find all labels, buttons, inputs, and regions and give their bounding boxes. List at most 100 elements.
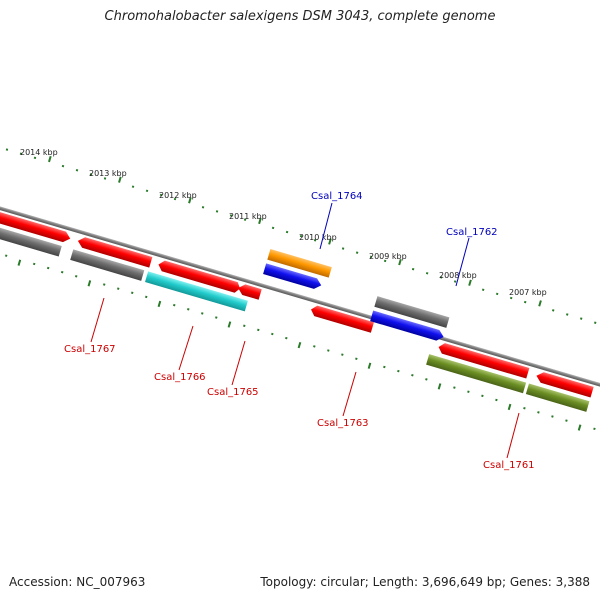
gene-arrow-gray [70,249,145,281]
ruler-minor-tick [481,288,485,291]
ruler-minor-tick [46,266,50,270]
ruler-major-tick [87,280,92,287]
label-leader-line [455,237,470,287]
ruler-minor-tick [61,164,65,168]
ruler-label: 2010 kbp [299,233,337,242]
ruler-minor-tick [130,291,134,295]
genome-backbone [0,189,600,408]
ruler-minor-tick [116,287,120,290]
gene-label[interactable]: Csal_1763 [317,418,369,429]
ruler-bottom [4,254,596,431]
ruler-minor-tick [103,177,107,180]
ruler-major-tick [118,176,122,183]
gene-arrow-red [438,343,530,379]
ruler-label: 2007 kbp [509,288,547,297]
ruler-major-tick [297,341,302,349]
ruler-minor-tick [383,259,387,263]
ruler-major-tick [437,383,442,390]
ruler-minor-tick [173,303,176,307]
gene-label[interactable]: Csal_1762 [446,227,498,238]
ruler-minor-tick [509,296,513,300]
ruler-minor-tick [341,353,344,356]
gene-label[interactable]: Csal_1767 [64,344,116,355]
ruler-minor-tick [4,254,8,257]
ruler-label: 2014 kbp [20,148,58,157]
ruler-minor-tick [453,280,457,283]
gene-arrow-blue [263,263,322,289]
genome-summary-text: Topology: circular; Length: 3,696,649 bp… [260,575,590,589]
ruler-minor-tick [285,336,288,340]
ruler-minor-tick [75,168,79,172]
ruler-minor-tick [411,373,414,377]
ruler-minor-tick [481,394,484,398]
ruler-minor-tick [565,313,569,316]
accession-text: Accession: NC_007963 [9,575,146,589]
ruler-minor-tick [60,270,64,274]
gene-arrow-gray [374,296,450,328]
label-leader-line [178,325,194,371]
ruler-minor-tick [383,365,386,369]
ruler-minor-tick [89,173,93,176]
ruler-minor-tick [327,349,330,352]
ruler-label: 2012 kbp [159,191,197,200]
ruler-minor-tick [355,251,359,254]
ruler-minor-tick [271,332,274,336]
ruler-minor-tick [313,345,316,348]
ruler-minor-tick [201,312,204,315]
ruler-top [5,148,597,324]
ruler-minor-tick [523,406,526,410]
gene-arrow-gray [0,214,62,257]
map-track [0,148,600,431]
ruler-minor-tick [495,292,499,296]
label-leader-line [342,371,357,417]
gene-arrow-red [311,305,374,333]
ruler-minor-tick [537,411,540,414]
ruler-major-tick [538,300,542,307]
ruler-major-tick [328,238,332,245]
gene-label[interactable]: Csal_1761 [483,460,535,471]
ruler-minor-tick [145,189,149,193]
ruler-major-tick [507,403,512,411]
ruler-label: 2009 kbp [369,252,407,261]
ruler-major-tick [367,362,372,369]
ruler-minor-tick [369,255,373,259]
ruler-minor-tick [131,185,135,188]
gene-label[interactable]: Csal_1765 [207,387,259,398]
ruler-minor-tick [439,276,443,279]
ruler-minor-tick [215,316,218,319]
ruler-major-tick [468,279,472,286]
ruler-major-tick [577,424,582,431]
ruler-minor-tick [201,206,205,209]
ruler-minor-tick [285,230,289,234]
gene-arrow-red [0,200,71,243]
gene-label[interactable]: Csal_1764 [311,191,363,202]
ruler-minor-tick [523,300,527,304]
gene-arrow-olive [426,354,527,394]
ruler-minor-tick [425,378,428,381]
ruler-major-tick [188,197,192,204]
gene-arrow-red [536,372,594,398]
ruler-minor-tick [257,328,260,332]
ruler-label: 2011 kbp [229,212,267,221]
ruler-minor-tick [187,308,190,311]
ruler-minor-tick [33,156,37,160]
ruler-minor-tick [159,193,163,197]
ruler-minor-tick [215,210,219,213]
ruler-minor-tick [593,321,597,324]
ruler-minor-tick [5,148,9,151]
ruler-minor-tick [467,390,470,393]
ruler-minor-tick [397,369,400,373]
ruler-minor-tick [299,234,303,238]
ruler-minor-tick [229,214,233,217]
label-leader-line [231,340,246,386]
gene-arrow-blue [370,310,444,341]
ruler-minor-tick [19,152,23,155]
label-leader-line [506,412,520,459]
ruler-minor-tick [243,218,247,221]
ruler-minor-tick [551,415,554,418]
ruler-minor-tick [551,309,555,312]
ruler-minor-tick [425,272,429,275]
gene-label[interactable]: Csal_1766 [154,372,206,383]
ruler-minor-tick [173,197,177,201]
